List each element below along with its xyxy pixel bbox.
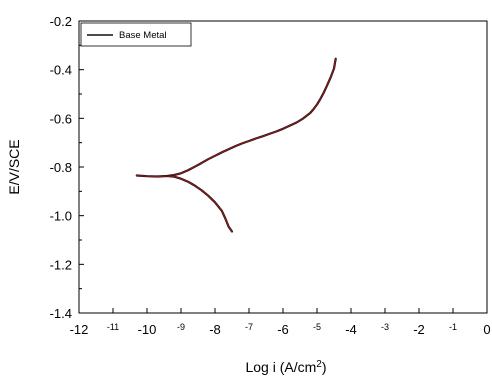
x-axis-label-text: Log i (A/cm (245, 359, 316, 375)
x-axis-label: Log i (A/cm2) (245, 359, 326, 376)
x-tick-label: -1 (449, 322, 457, 332)
x-axis-label-close: ) (322, 359, 327, 375)
legend-label-base-metal: Base Metal (119, 30, 167, 41)
x-tick-label: -11 (107, 322, 119, 332)
x-tick-label: -6 (277, 322, 289, 337)
legend: Base Metal (80, 22, 192, 47)
x-axis-label-superscript: 2 (316, 359, 322, 370)
legend-box (80, 22, 192, 47)
x-tick-label: -9 (177, 322, 185, 332)
plot-frame (78, 20, 488, 314)
x-tick-label: 0 (483, 322, 490, 337)
y-tick-label: -1.4 (50, 306, 72, 321)
y-axis-label: E/V/SCE (6, 139, 22, 194)
y-tick-label: -0.4 (50, 63, 72, 78)
series-line-base-metal (166, 175, 233, 233)
x-tick-label: -7 (245, 322, 253, 332)
y-tick-label: -0.6 (50, 111, 72, 126)
x-tick-label: -8 (209, 322, 221, 337)
x-tick-label: -4 (345, 322, 357, 337)
x-tick-label: -3 (381, 322, 389, 332)
y-tick-label: -1.0 (50, 209, 72, 224)
y-tick-label: -1.2 (50, 257, 72, 272)
series-layer (135, 57, 337, 233)
series-line-base-metal (136, 58, 337, 178)
y-tick-label: -0.8 (50, 160, 72, 175)
x-axis: -12 -11 -10 -9 -8 -7 -6 -5 -4 -3 -2 -1 0 (70, 308, 491, 337)
x-tick-label: -5 (313, 322, 321, 332)
y-tick-label: -0.2 (50, 14, 72, 29)
x-tick-label: -2 (413, 322, 425, 337)
y-axis: -0.2 -0.4 -0.6 -0.8 -1.0 -1.2 -1.4 (50, 14, 84, 321)
x-tick-label: -10 (138, 322, 157, 337)
series-line-shadow (166, 174, 234, 233)
x-tick-label: -12 (70, 322, 89, 337)
plot-area (78, 20, 488, 314)
series-line-shadow (135, 57, 337, 178)
